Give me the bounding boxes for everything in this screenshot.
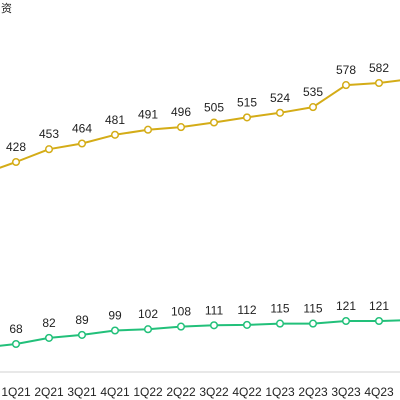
- series-1-point: [242, 320, 252, 329]
- series-0-point: [374, 78, 384, 88]
- x-tick-label: 4Q21: [100, 385, 130, 399]
- series-1-data-label: 82: [42, 316, 56, 330]
- series-0-data-label: 491: [138, 108, 158, 122]
- x-tick-label: 1Q23: [265, 385, 295, 399]
- series-1-point: [374, 316, 384, 326]
- x-tick-label: 2Q21: [34, 385, 64, 399]
- series-1-point: [110, 326, 120, 335]
- series-1-point: [341, 316, 351, 326]
- x-tick-label: 2Q23: [298, 385, 328, 399]
- series-1-point: [11, 339, 21, 349]
- series-1-point: [275, 319, 285, 328]
- series-0-point: [176, 123, 186, 132]
- series-1-data-label: 115: [303, 302, 322, 316]
- x-tick-label: 1Q21: [1, 385, 31, 399]
- series-1-data-label: 89: [75, 313, 89, 327]
- chart-top-label: 资: [1, 2, 12, 15]
- series-0-data-label: 515: [237, 95, 257, 109]
- x-tick-label: 1Q22: [133, 385, 163, 399]
- series-line-0: [0, 79, 400, 169]
- series-1-data-label: 108: [171, 305, 191, 319]
- series-0-point: [11, 157, 21, 167]
- series-0-point: [308, 103, 318, 112]
- series-1-data-label: 112: [237, 303, 256, 317]
- series-1-data-label: 115: [270, 302, 289, 316]
- series-1-data-label: 111: [205, 303, 224, 317]
- x-tick-label: 3Q23: [331, 385, 361, 399]
- series-1-point: [209, 321, 219, 330]
- series-1-point: [176, 322, 186, 331]
- x-tick-label: 4Q22: [232, 385, 262, 399]
- series-0-data-label: 464: [72, 122, 92, 136]
- series-1-data-label: 121: [336, 299, 356, 313]
- series-0-data-label: 524: [270, 91, 290, 105]
- series-0-data-label: 428: [6, 140, 26, 154]
- series-0-point: [44, 145, 54, 154]
- series-0-point: [110, 130, 120, 139]
- series-0-point: [143, 125, 153, 134]
- x-tick-label: 3Q22: [199, 385, 229, 399]
- series-0-point: [242, 113, 252, 122]
- series-0-point: [275, 108, 285, 117]
- series-1-point: [77, 330, 87, 339]
- series-line-1: [0, 319, 400, 347]
- x-tick-label: 3Q21: [67, 385, 97, 399]
- series-0-data-label: 453: [39, 127, 59, 141]
- series-1-data-label: 102: [138, 307, 158, 321]
- series-0-data-label: 481: [105, 113, 125, 127]
- series-0-data-label: 578: [336, 63, 356, 77]
- series-0-point: [77, 139, 87, 148]
- series-1-data-label: 121: [369, 299, 389, 313]
- series-0-data-label: 535: [303, 85, 323, 99]
- x-tick-layer: 1Q21 2Q21 3Q21 4Q21 1Q22 2Q22 3Q22 4Q22 1Q23 2Q23…: [1, 385, 394, 399]
- series-1-data-label: 99: [108, 309, 122, 323]
- series-0-point: [209, 118, 219, 127]
- series-0-data-label: 505: [204, 101, 224, 115]
- x-tick-label: 2Q22: [166, 385, 196, 399]
- series-0-data-label: 582: [369, 61, 389, 75]
- series-layer: [0, 78, 400, 349]
- series-1-point: [308, 319, 318, 328]
- series-0-point: [341, 81, 351, 90]
- series-0-data-label: 496: [171, 105, 191, 119]
- data-label-layer: 428 453 464 481 491 496 505 515 524 535 578 582 68 82…: [6, 61, 389, 336]
- series-1-point: [143, 325, 153, 334]
- x-tick-label: 4Q23: [364, 385, 394, 399]
- series-1-data-label: 68: [9, 322, 23, 336]
- series-1-point: [44, 333, 54, 342]
